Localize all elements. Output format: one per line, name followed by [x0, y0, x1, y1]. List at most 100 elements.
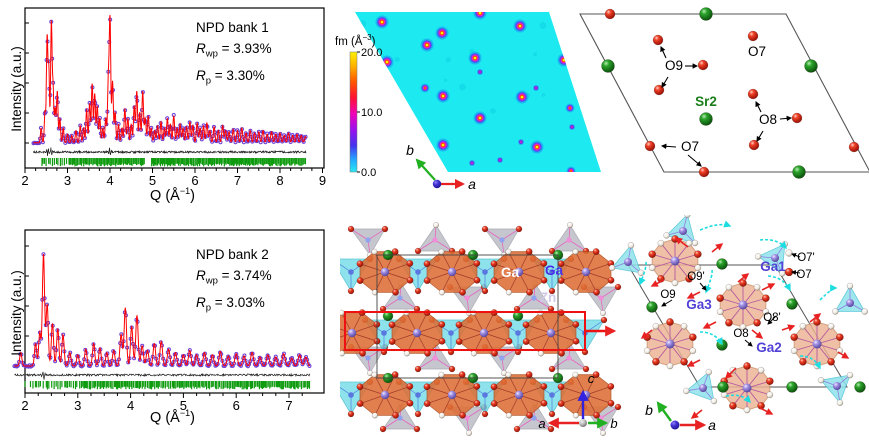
ga-atom	[670, 256, 680, 266]
ga-atom	[482, 392, 488, 398]
observed-point	[194, 353, 199, 358]
crystal-structure: Ga Ga Zn a c b	[340, 221, 622, 437]
colorbar-title-close: )	[371, 35, 376, 48]
o-atom	[347, 287, 355, 295]
o-atom	[643, 347, 651, 355]
a-axis-label: a	[708, 417, 716, 433]
arrow	[686, 291, 701, 299]
center-atom	[397, 295, 403, 301]
center-atom	[499, 237, 505, 243]
o-atom	[572, 337, 580, 345]
o-atom	[680, 322, 688, 330]
label-O9: O9	[660, 289, 675, 301]
o-atom	[680, 357, 688, 366]
a-axis-label: a	[538, 416, 545, 431]
density-blob	[469, 160, 475, 166]
o-atom	[799, 322, 807, 330]
o-atom	[846, 282, 854, 290]
fourier-density-map	[355, 12, 601, 172]
npd1-rp: Rp = 3.30%	[196, 67, 265, 87]
ga1-tetrahedron	[754, 240, 789, 277]
o-atom	[652, 322, 660, 330]
o-atom	[356, 383, 364, 391]
o-atom	[356, 400, 364, 408]
o-atom	[599, 309, 607, 317]
o-atom	[459, 411, 466, 419]
center-atom	[546, 328, 556, 338]
cyan-arrow	[759, 238, 787, 250]
x-tick-label: 4	[106, 173, 113, 188]
plot-box	[24, 229, 325, 394]
label-Ga: Ga	[545, 263, 564, 278]
npd-bank2-chart: 2 3 4 5 6 7	[12, 229, 325, 413]
x-tick-label: 6	[233, 398, 240, 413]
o-atom	[627, 242, 635, 249]
o-atom	[458, 248, 466, 256]
difference-line	[33, 147, 307, 157]
o-atom	[817, 376, 825, 384]
x-tick-label: 7	[285, 398, 292, 413]
o-atom	[827, 357, 835, 366]
observed-point	[101, 363, 106, 368]
o-atom	[414, 365, 422, 373]
map-noise	[541, 92, 546, 97]
density-blob	[435, 26, 449, 40]
o-atom	[490, 277, 498, 285]
detail-axis-indicator: ba	[645, 401, 716, 433]
unit-cell-panel: O9 O7 Sr2 O8 O7	[570, 0, 869, 215]
ga1-tetrahedron	[683, 368, 718, 405]
o-atom	[657, 239, 665, 247]
ga1-tetrahedron	[817, 371, 854, 406]
arrow	[759, 407, 774, 415]
o-atom	[505, 248, 512, 255]
cyan-arrow	[767, 275, 791, 292]
observed-point	[303, 134, 308, 139]
o-atom	[684, 215, 691, 218]
arrow	[686, 359, 701, 367]
o-atom	[691, 239, 699, 247]
o-atom	[748, 139, 760, 151]
x-tick-label: 7	[234, 173, 241, 188]
arrow	[661, 76, 669, 88]
sr-atom	[786, 381, 798, 393]
o-atom	[392, 411, 399, 419]
arrow	[699, 282, 707, 291]
x-tick-label: 3	[74, 398, 81, 413]
ga-polyhedron	[790, 318, 844, 370]
o-atom	[827, 322, 835, 330]
x-axis-ticks: 2 3 4 5 6 7 8 9	[21, 22, 326, 188]
npd2-x-axis-label: Q (Å−1)	[0, 408, 345, 426]
label-O7: O7	[748, 44, 766, 59]
density-blobs	[359, 12, 596, 172]
o-atom	[710, 397, 718, 405]
o-atom	[340, 309, 345, 316]
arrow	[660, 45, 667, 59]
colorbar	[349, 51, 358, 173]
o-atom	[753, 318, 761, 327]
observed-point	[287, 360, 292, 365]
observed-point	[94, 363, 99, 368]
density-blob	[513, 19, 527, 33]
cell-label-arrows	[660, 45, 793, 167]
origin-dot	[432, 179, 442, 189]
map-noise	[429, 164, 434, 169]
label-O8: O8	[733, 328, 748, 340]
o-atom	[505, 320, 513, 328]
o-atom	[481, 410, 489, 418]
o-atom	[592, 248, 600, 256]
o-atom	[557, 383, 565, 391]
arrow	[755, 101, 762, 113]
x-tick-label: 8	[276, 173, 283, 188]
o-atom	[754, 253, 762, 260]
ga-polyhedron	[490, 371, 548, 419]
ga-polyhedron	[356, 371, 414, 419]
o-atom	[582, 365, 590, 373]
o-atom	[725, 318, 733, 327]
map-noise	[378, 131, 384, 137]
sr-atom	[717, 381, 729, 393]
o-atom	[799, 357, 807, 366]
x-tick-label: 5	[180, 398, 187, 413]
o-atom	[572, 371, 579, 378]
displacement-arrows-cyan	[638, 220, 838, 404]
o-atom	[784, 267, 794, 277]
